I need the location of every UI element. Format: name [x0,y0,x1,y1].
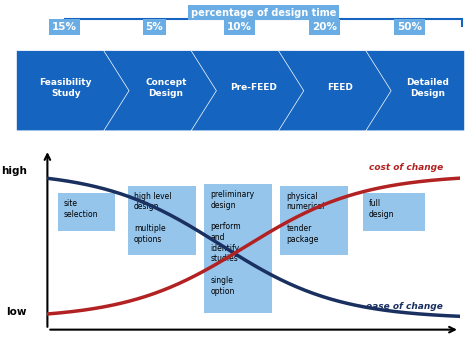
Polygon shape [366,51,465,131]
FancyBboxPatch shape [204,184,272,313]
Text: 10%: 10% [227,22,252,32]
Text: percentage of design time: percentage of design time [191,8,336,18]
Text: site
selection: site selection [64,199,99,219]
Text: high: high [1,166,27,176]
Text: 5%: 5% [146,22,163,32]
Text: 50%: 50% [397,22,422,32]
Text: physical
numerical

tender
package: physical numerical tender package [287,192,325,244]
Text: Concept
Design: Concept Design [145,78,187,98]
Text: FEED: FEED [328,83,354,92]
FancyBboxPatch shape [58,193,116,231]
FancyBboxPatch shape [281,186,348,255]
Text: preliminary
design

perform
and
identify
studies

single
option: preliminary design perform and identify … [210,190,255,296]
Polygon shape [17,51,140,131]
Text: low: low [6,307,27,316]
Text: full
design: full design [369,199,394,219]
Text: Pre-FEED: Pre-FEED [230,83,277,92]
Text: high level
design

multiple
options: high level design multiple options [134,192,172,244]
Polygon shape [191,51,315,131]
Text: cost of change: cost of change [369,163,443,172]
Text: Feasibility
Study: Feasibility Study [39,78,92,98]
FancyBboxPatch shape [363,193,425,231]
Polygon shape [278,51,402,131]
Text: Detailed
Design: Detailed Design [406,78,449,98]
Text: 20%: 20% [312,22,337,32]
Text: ease of change: ease of change [366,302,443,311]
Text: 15%: 15% [52,22,77,32]
FancyBboxPatch shape [128,186,196,255]
Polygon shape [104,51,228,131]
